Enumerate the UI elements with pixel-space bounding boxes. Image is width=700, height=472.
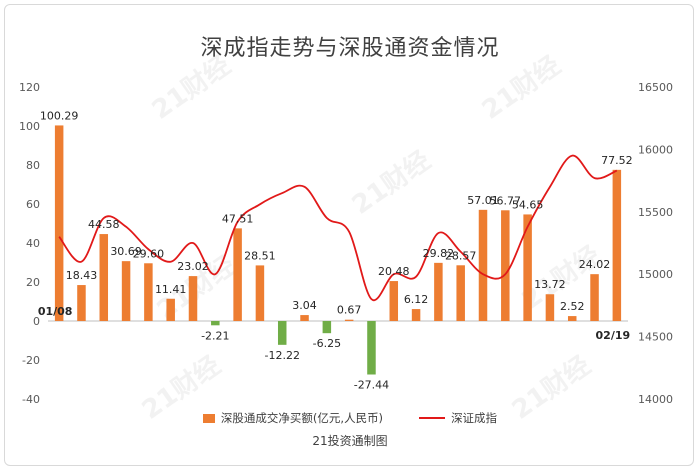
bar: [277, 321, 287, 345]
bar-data-label: 20.48: [378, 265, 410, 278]
bar: [389, 281, 399, 321]
watermark-text: 21财经: [146, 50, 236, 126]
bar: [523, 214, 532, 321]
bar: [211, 321, 220, 326]
x-start-label: 01/08: [38, 305, 73, 318]
bar: [478, 209, 488, 321]
bar: [545, 294, 555, 321]
index-line: [58, 154, 618, 302]
bar: [188, 276, 198, 321]
bar: [144, 263, 153, 321]
y-left-tick-label: 120: [19, 81, 40, 94]
legend-line-swatch: [419, 417, 446, 419]
bar: [501, 210, 510, 321]
y-right-tick-label: 14500: [638, 331, 673, 344]
bar-data-label: 11.41: [155, 283, 187, 296]
bar-data-label: 28.57: [445, 249, 477, 262]
bar: [233, 228, 242, 321]
y-left-tick-label: 20: [26, 276, 40, 289]
bar-data-label: 29.82: [423, 247, 455, 260]
y-right-tick-label: 16000: [638, 143, 673, 156]
y-right-tick-label: 16500: [638, 81, 673, 94]
legend-item-line: 深证成指: [419, 410, 497, 426]
bar-data-label: 30.69: [110, 245, 142, 258]
bar-data-label: 13.72: [534, 278, 566, 291]
bar-data-label: -12.22: [264, 349, 299, 362]
bar: [344, 319, 354, 321]
bar: [612, 169, 622, 321]
bar: [300, 315, 309, 321]
bar: [255, 265, 265, 321]
chart-frame: [4, 4, 694, 466]
chart-title: 深成指走势与深股通资金情况: [200, 36, 500, 61]
legend-item-bars: 深股通成交净买额(亿元,人民币): [202, 410, 384, 426]
bar-data-label: 6.12: [404, 293, 429, 306]
bar-data-label: 100.29: [40, 109, 79, 122]
bar-data-label: 44.58: [88, 218, 120, 231]
y-left-tick-label: 40: [26, 237, 40, 250]
bar: [77, 285, 86, 321]
bar: [590, 274, 599, 321]
watermark-text: 21财经: [476, 50, 566, 126]
chart-legend: 深股通成交净买额(亿元,人民币) 深证成指: [0, 410, 700, 426]
bar: [411, 309, 421, 321]
y-left-tick-label: -40: [22, 393, 40, 406]
bar: [322, 321, 332, 334]
y-left-tick-label: 100: [19, 120, 40, 133]
y-left-tick-label: 60: [26, 198, 40, 211]
bar: [434, 262, 443, 321]
bar-data-label: -2.21: [201, 329, 229, 342]
watermark-text: 21财经: [346, 145, 436, 221]
bar-data-label: 3.04: [292, 299, 317, 312]
legend-bar-swatch: [202, 413, 215, 423]
legend-bar-label: 深股通成交净买额(亿元,人民币): [220, 411, 384, 425]
bar-data-label: 77.52: [601, 154, 633, 167]
bar: [456, 265, 465, 321]
bar-data-label: 29.60: [133, 247, 165, 260]
y-right-tick-label: 14000: [638, 393, 673, 406]
legend-line-label: 深证成指: [451, 411, 498, 425]
bar-data-label: 0.67: [337, 304, 362, 317]
bar-data-label: 18.43: [66, 269, 98, 282]
bar: [567, 316, 577, 321]
chart-source: 21投资通制图: [312, 434, 388, 448]
bar-data-label: 56.77: [490, 194, 522, 207]
bar-data-label: -6.25: [313, 337, 341, 350]
bar-data-label: 24.02: [579, 258, 611, 271]
bar-data-label: 57.01: [467, 194, 499, 207]
y-right-tick-label: 15500: [638, 206, 673, 219]
y-left-tick-label: 80: [26, 159, 40, 172]
bar: [367, 321, 376, 375]
bar: [121, 261, 131, 321]
bar: [166, 298, 175, 321]
y-right-tick-label: 15000: [638, 268, 673, 281]
y-left-tick-label: -20: [22, 354, 40, 367]
y-left-tick-label: 0: [33, 315, 40, 328]
bar-data-label: -27.44: [354, 379, 389, 392]
bar-data-label: 2.52: [560, 300, 585, 313]
bar-data-label: 23.02: [177, 260, 209, 273]
bar-data-label: 54.65: [512, 198, 544, 211]
x-end-label: 02/19: [596, 329, 631, 342]
bar-data-label: 47.51: [222, 212, 254, 225]
bar: [99, 234, 109, 321]
bar-data-label: 28.51: [244, 249, 276, 262]
bar: [54, 125, 64, 321]
